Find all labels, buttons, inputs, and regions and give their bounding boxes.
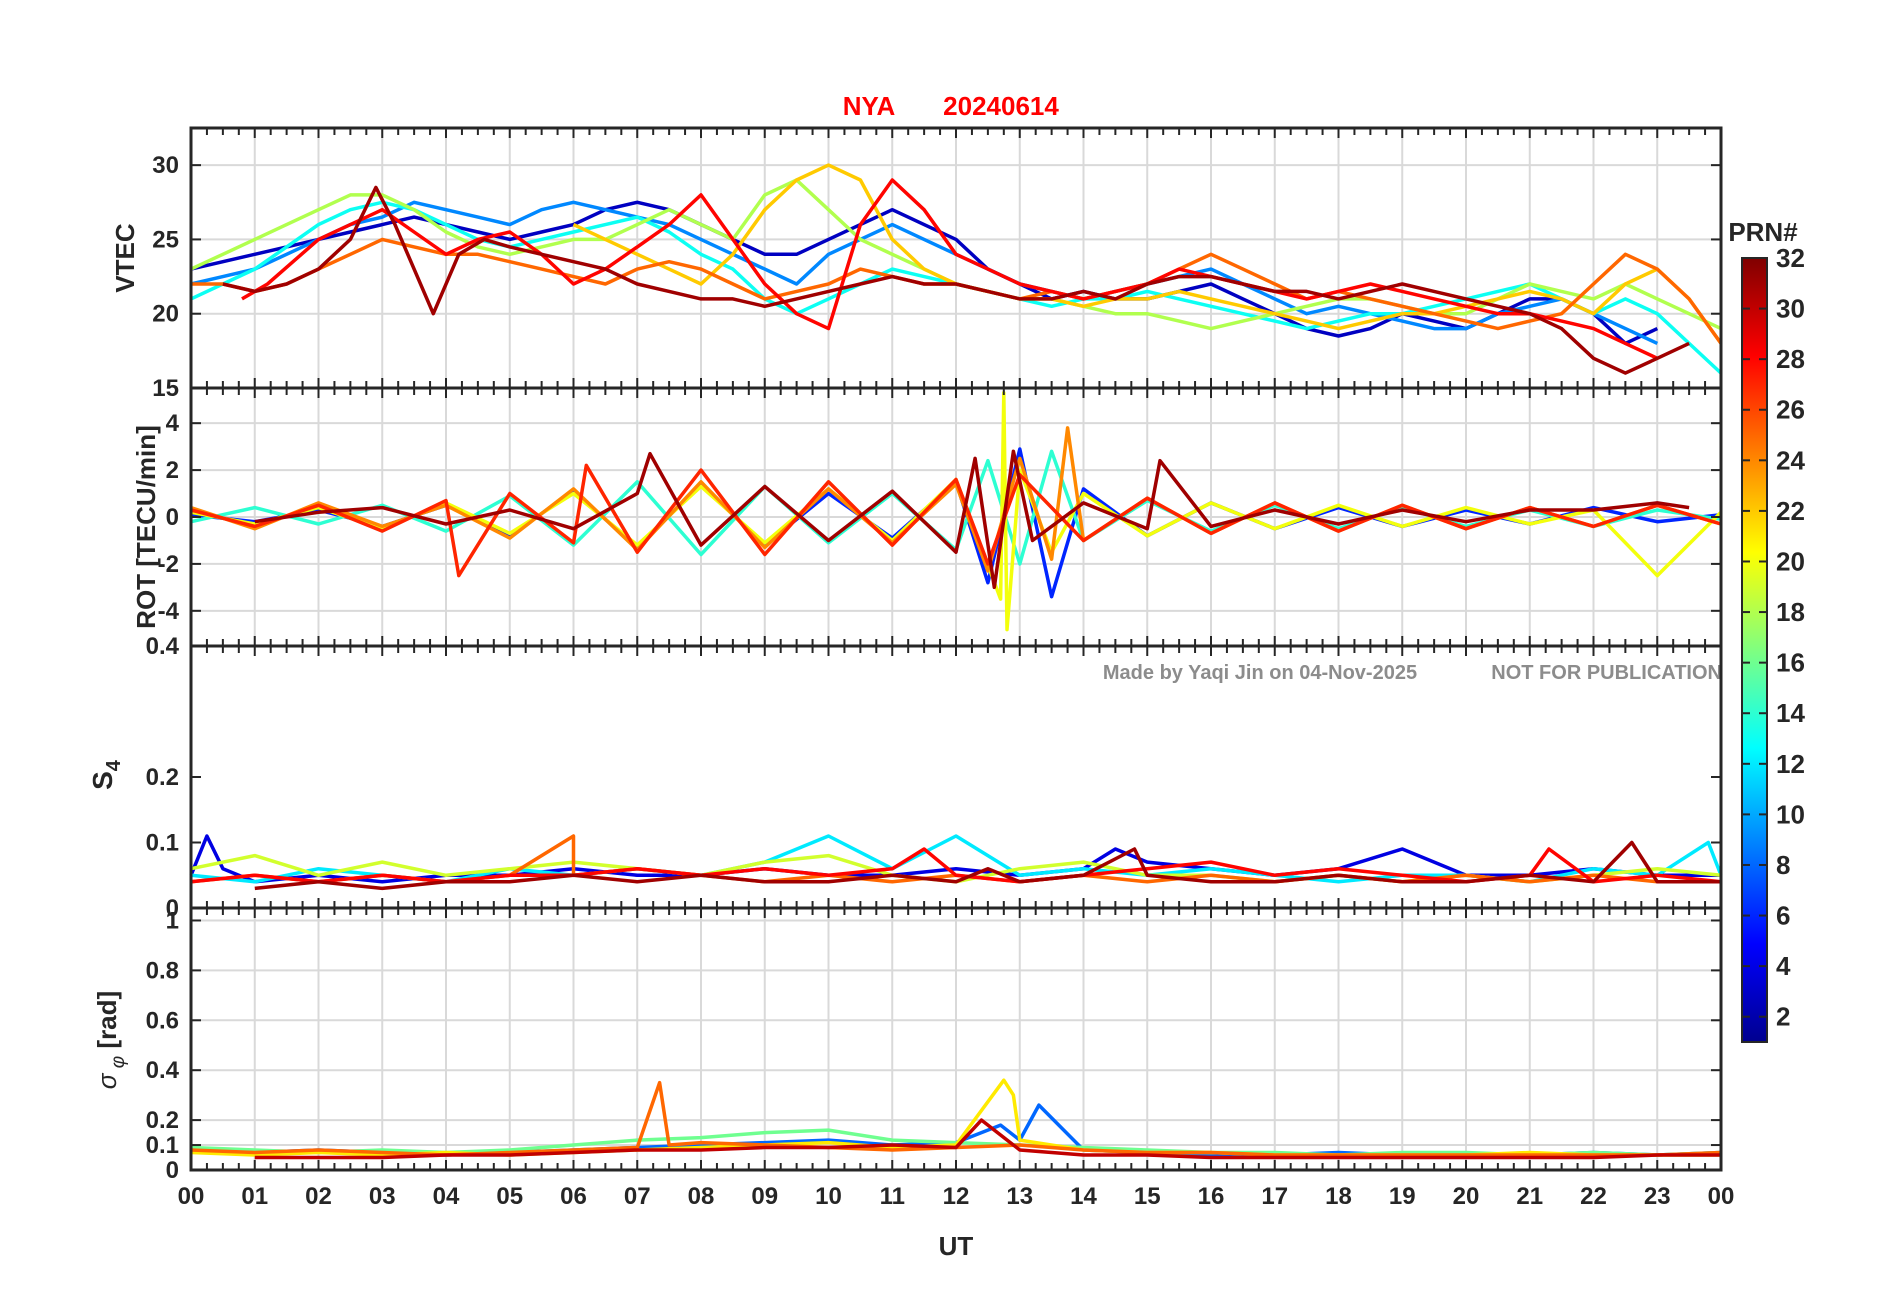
x-tick-label: 00	[1708, 1183, 1735, 1210]
colorbar-tick-label: 22	[1776, 496, 1805, 526]
y-tick-label: 0	[166, 895, 179, 922]
x-tick-label: 23	[1644, 1183, 1671, 1210]
colorbar-tick-label: 32	[1776, 243, 1805, 273]
panel-vtec-plot: 15 20 25 30	[152, 126, 1723, 402]
x-tick-label: 07	[624, 1183, 651, 1210]
colorbar-tick-label: 24	[1776, 445, 1805, 475]
x-tick-label: 11	[880, 1183, 905, 1210]
plot-layer: 15202530-4-202400.10.20.400.10.20.40.60.…	[146, 126, 1735, 1210]
series-prn-31	[254, 449, 1690, 590]
x-tick-label: 22	[1580, 1183, 1607, 1210]
sigma-ylabel-text: σ φ [rad]	[92, 991, 129, 1089]
colorbar-tick-label: 12	[1776, 749, 1805, 779]
panel-sigma_phi-plot: 00.10.2 0.4 0.6 0.8 1 00 01 02 03 04 05 06 07 08 09 10 1…	[146, 906, 1735, 1210]
x-tick-label: 13	[1006, 1183, 1033, 1210]
series-prn-28	[241, 178, 1659, 360]
series-prn-3	[190, 200, 1659, 346]
series-prn-31	[222, 185, 1690, 375]
y-tick-label: -4	[158, 598, 180, 625]
x-tick-label: 02	[305, 1183, 332, 1210]
y-tick-label: 0.2	[146, 764, 179, 791]
y-tick-label: 0.4	[146, 1057, 180, 1084]
y-tick-label: -2	[158, 551, 179, 578]
colorbar-tick-label: 18	[1776, 597, 1805, 627]
y-tick-label: 0.4	[146, 633, 180, 660]
y-tick-label: 25	[152, 226, 179, 253]
x-tick-label: 16	[1198, 1183, 1225, 1210]
x-tick-label: 01	[241, 1183, 268, 1210]
watermark-notice: NOT FOR PUBLICATION	[1491, 662, 1722, 684]
colorbar-tick-label: 20	[1776, 546, 1805, 576]
chart-title-station: NYA	[843, 91, 896, 121]
x-tick-label: 20	[1453, 1183, 1480, 1210]
series-prn-30	[254, 1118, 1721, 1160]
x-tick-label: 03	[369, 1183, 396, 1210]
y-tick-label: 1	[166, 907, 179, 934]
series-prn-9	[190, 200, 1659, 345]
colorbar-tick-label: 14	[1776, 698, 1805, 728]
vtec-ylabel: VTEC	[110, 223, 140, 293]
y-tick-label: 15	[152, 375, 179, 402]
rot-ylabel: ROT [TECU/min]	[131, 425, 161, 629]
colorbar-tick-label: 2	[1776, 1002, 1790, 1032]
x-tick-label: 21	[1516, 1183, 1543, 1210]
colorbar-tick-label: 6	[1776, 901, 1790, 931]
x-tick-label: 06	[560, 1183, 587, 1210]
x-tick-label: 12	[943, 1183, 970, 1210]
panel-s4	[191, 646, 1721, 908]
x-tick-label: 18	[1325, 1183, 1352, 1210]
colorbar-tick-label: 8	[1776, 850, 1790, 880]
panel-rot-plot: -4 -2 0 2 4	[158, 386, 1723, 648]
y-tick-label: 0	[166, 504, 179, 531]
s4-ylabel-text: S4	[87, 759, 125, 790]
colorbar-tick-label: 28	[1776, 344, 1805, 374]
colorbar	[1741, 257, 1768, 1043]
panel-s4-plot: 0 0.1 0.2 0.4	[146, 633, 1723, 922]
colorbar-tick-label: 16	[1776, 648, 1805, 678]
x-tick-label: 14	[1070, 1183, 1097, 1210]
series-prn-22	[572, 163, 1723, 345]
y-tick-label: 30	[152, 152, 179, 179]
series-prn-31	[254, 840, 1721, 891]
colorbar-tick-label: 30	[1776, 294, 1805, 324]
y-tick-label: 0	[166, 1157, 179, 1184]
y-tick-label: 0.1	[146, 1132, 179, 1159]
colorbar-tick-label: 4	[1776, 951, 1791, 981]
x-tick-label: 05	[496, 1183, 523, 1210]
y-tick-label: 0.8	[146, 957, 179, 984]
x-tick-label: 04	[433, 1183, 460, 1210]
x-tick-label: 15	[1134, 1183, 1161, 1210]
chart-title-date: 20240614	[943, 91, 1059, 121]
watermark-made-by: Made by Yaqi Jin on 04-Nov-2025	[1103, 662, 1417, 684]
y-tick-label: 4	[166, 410, 180, 437]
colorbar-tick-label: 26	[1776, 395, 1805, 425]
colorbar-label: PRN#	[1728, 217, 1798, 247]
panel-s4-background	[191, 646, 1721, 908]
x-tick-label: 19	[1389, 1183, 1416, 1210]
x-axis-label: UT	[939, 1231, 974, 1261]
s4-ylabel: S4	[87, 759, 125, 790]
x-tick-label: 10	[815, 1183, 842, 1210]
x-tick-label: 00	[178, 1183, 205, 1210]
x-tick-label: 08	[688, 1183, 715, 1210]
sigma-ylabel: σ φ [rad]	[92, 991, 129, 1089]
x-tick-label: 17	[1261, 1183, 1288, 1210]
y-tick-label: 2	[166, 457, 179, 484]
y-tick-label: 20	[152, 301, 179, 328]
y-tick-label: 0.1	[146, 830, 179, 857]
colorbar-tick-label: 10	[1776, 799, 1805, 829]
x-tick-label: 09	[751, 1183, 778, 1210]
y-tick-label: 0.2	[146, 1107, 179, 1134]
y-tick-label: 0.6	[146, 1007, 179, 1034]
